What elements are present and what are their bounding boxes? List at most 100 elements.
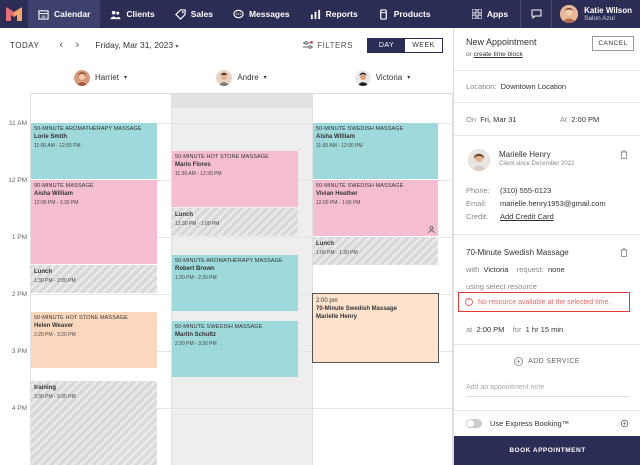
appointment-card[interactable]: 50-MINUTE HOT STONE MASSAGE Mario Flores… xyxy=(172,151,298,207)
today-button[interactable]: TODAY xyxy=(10,40,40,50)
appointment-client: Helen Weaver xyxy=(34,323,74,329)
blocked-time[interactable]: Lunch 1:30 PM - 2:00 PM xyxy=(31,265,157,293)
nav-sales[interactable]: Sales xyxy=(165,0,223,28)
appointment-client: Lorie Smith xyxy=(34,134,68,140)
user-menu[interactable]: Katie Wilson Salon Azul xyxy=(552,5,640,23)
nav-messages-label: Messages xyxy=(248,9,290,19)
appointment-time: 11:30 AM - 12:30 PM xyxy=(175,171,222,177)
chevron-left-icon: ‹ xyxy=(59,39,64,51)
trash-icon[interactable] xyxy=(620,248,628,257)
staff-column-victoria[interactable]: Victoria ▾ xyxy=(312,62,453,93)
hour-line xyxy=(30,408,453,409)
appointment-card[interactable]: 50-MINUTE AROMATHERAPY MASSAGE Lorie Smi… xyxy=(31,123,157,179)
appointment-client: Martin Schultz xyxy=(175,332,217,338)
time-field[interactable]: At 2:00 PM xyxy=(560,115,599,124)
avatar xyxy=(354,69,371,86)
blocked-time[interactable]: Lunch 12:30 PM - 1:00 PM xyxy=(172,208,298,236)
credit-label: Credit: xyxy=(466,212,489,221)
nav-calendar[interactable]: 31 Calendar xyxy=(28,0,101,28)
location-selector[interactable]: Location: Downtown Location xyxy=(454,71,640,103)
nav-products[interactable]: Products xyxy=(368,0,441,28)
time-label: 3 PM xyxy=(11,348,27,355)
nav-products-label: Products xyxy=(393,9,431,19)
service-duration[interactable]: 1 hr 15 min xyxy=(525,325,564,334)
cancel-button[interactable]: CANCEL xyxy=(592,36,634,51)
prev-day-button[interactable]: ‹ xyxy=(53,39,69,51)
chat-bubble-icon xyxy=(531,9,542,19)
date-picker[interactable]: Friday, Mar 31, 2023 ▾ xyxy=(95,40,178,50)
slot-client: Marielle Henry xyxy=(316,314,358,320)
products-icon xyxy=(379,8,387,20)
block-time: 3:30 PM - 5:05 PM xyxy=(34,394,76,400)
gear-icon[interactable] xyxy=(620,419,629,428)
appointment-card[interactable]: 50-MINUTE AROMATHERAPY MASSAGE Robert Br… xyxy=(172,255,298,311)
new-appointment-slot[interactable]: 2:00 pm 70-Minute Swedish Massage Mariel… xyxy=(312,293,439,363)
client-phone: (310) 555-0123 xyxy=(500,186,552,195)
add-credit-card-link[interactable]: Add Credit Card xyxy=(500,212,554,221)
create-time-block-link[interactable]: create time block xyxy=(473,51,523,58)
day-view-button[interactable]: DAY xyxy=(368,38,405,52)
time-label: 12 PM xyxy=(8,177,27,184)
resource-selector[interactable]: using select resource xyxy=(466,282,537,291)
caret-down-icon: ▾ xyxy=(175,44,179,50)
hour-line xyxy=(30,237,453,238)
service-title[interactable]: 70-Minute Swedish Massage xyxy=(466,248,569,257)
week-view-button[interactable]: WEEK xyxy=(405,38,442,52)
appointment-service: 50-MINUTE AROMATHERAPY MASSAGE xyxy=(175,258,283,264)
time-label: 11 AM xyxy=(9,120,27,127)
user-business: Salon Azul xyxy=(584,15,615,22)
location-value: Downtown Location xyxy=(500,82,567,91)
block-title: Lunch xyxy=(175,212,193,218)
block-title: Lunch xyxy=(34,269,52,275)
email-label: Email: xyxy=(466,199,487,208)
express-booking-label: Use Express Booking™ xyxy=(490,419,570,428)
appointment-note-input[interactable]: Add an appointment note xyxy=(466,379,628,397)
appointment-card[interactable]: 50-MINUTE SWEDISH MASSAGE Vivian Heather… xyxy=(313,180,438,236)
appointment-service: 50-MINUTE SWEDISH MASSAGE xyxy=(175,324,263,330)
staff-column-harriet[interactable]: Harriet ▾ xyxy=(30,62,171,93)
nav-divider xyxy=(520,0,522,28)
staff-name: Harriet xyxy=(94,73,119,82)
add-service-button[interactable]: + ADD SERVICE xyxy=(454,345,640,377)
apps-button[interactable]: Apps xyxy=(460,9,520,19)
next-day-button[interactable]: › xyxy=(69,39,85,51)
blocked-time[interactable]: training 3:30 PM - 5:05 PM xyxy=(31,381,157,465)
phone-label: Phone: xyxy=(466,186,490,195)
request-value[interactable]: none xyxy=(548,265,565,274)
appointment-card[interactable]: 90-MINUTE MASSAGE Aisha William 12:00 PM… xyxy=(31,180,157,264)
nav-reports[interactable]: Reports xyxy=(300,0,368,28)
date-field[interactable]: On Fri, Mar 31 xyxy=(466,115,560,124)
staff-column-andre[interactable]: Andre ▾ xyxy=(171,62,312,93)
column-divider xyxy=(171,94,172,465)
chat-button[interactable] xyxy=(521,9,551,19)
appointment-card[interactable]: 50-MINUTE HOT STONE MASSAGE Helen Weaver… xyxy=(31,312,157,368)
filters-button[interactable]: FILTERS xyxy=(303,40,353,50)
app-logo[interactable] xyxy=(0,0,28,28)
appointment-card[interactable]: 50-MINUTE SWEDISH MASSAGE Aisha William … xyxy=(313,123,438,179)
express-booking-toggle[interactable] xyxy=(466,419,482,428)
caret-down-icon: ▾ xyxy=(263,75,267,81)
nav-sales-label: Sales xyxy=(190,9,213,19)
appointment-card[interactable]: 50-MINUTE SWEDISH MASSAGE Martin Schultz… xyxy=(172,321,298,377)
avatar[interactable] xyxy=(468,149,490,171)
book-appointment-button[interactable]: BOOK APPOINTMENT xyxy=(454,436,640,465)
block-time: 1:30 PM - 2:00 PM xyxy=(34,278,76,284)
block-time: 1:00 PM - 1:30 PM xyxy=(316,250,358,256)
trash-icon[interactable] xyxy=(620,150,628,159)
client-name[interactable]: Marielle Henry xyxy=(499,150,551,159)
column-divider xyxy=(30,94,31,465)
calendar-grid: 11 AM 12 PM 1 PM 2 PM 3 PM 4 PM 50-MINUT… xyxy=(0,94,453,465)
user-name: Katie Wilson xyxy=(584,6,632,15)
add-service-label: ADD SERVICE xyxy=(528,357,580,365)
service-staff[interactable]: Victoria xyxy=(483,265,509,274)
column-divider xyxy=(452,94,453,465)
service-time[interactable]: 2:00 PM xyxy=(476,325,505,334)
nav-messages[interactable]: Messages xyxy=(223,0,300,28)
chevron-right-icon: › xyxy=(75,39,80,51)
service-staff-row: with Victoria request: none xyxy=(466,265,565,274)
nav-clients[interactable]: Clients xyxy=(100,0,164,28)
block-title: training xyxy=(34,385,56,391)
appointment-service: 50-MINUTE SWEDISH MASSAGE xyxy=(316,126,404,132)
blocked-time[interactable]: Lunch 1:00 PM - 1:30 PM xyxy=(313,237,438,265)
nav-clients-label: Clients xyxy=(126,9,155,19)
